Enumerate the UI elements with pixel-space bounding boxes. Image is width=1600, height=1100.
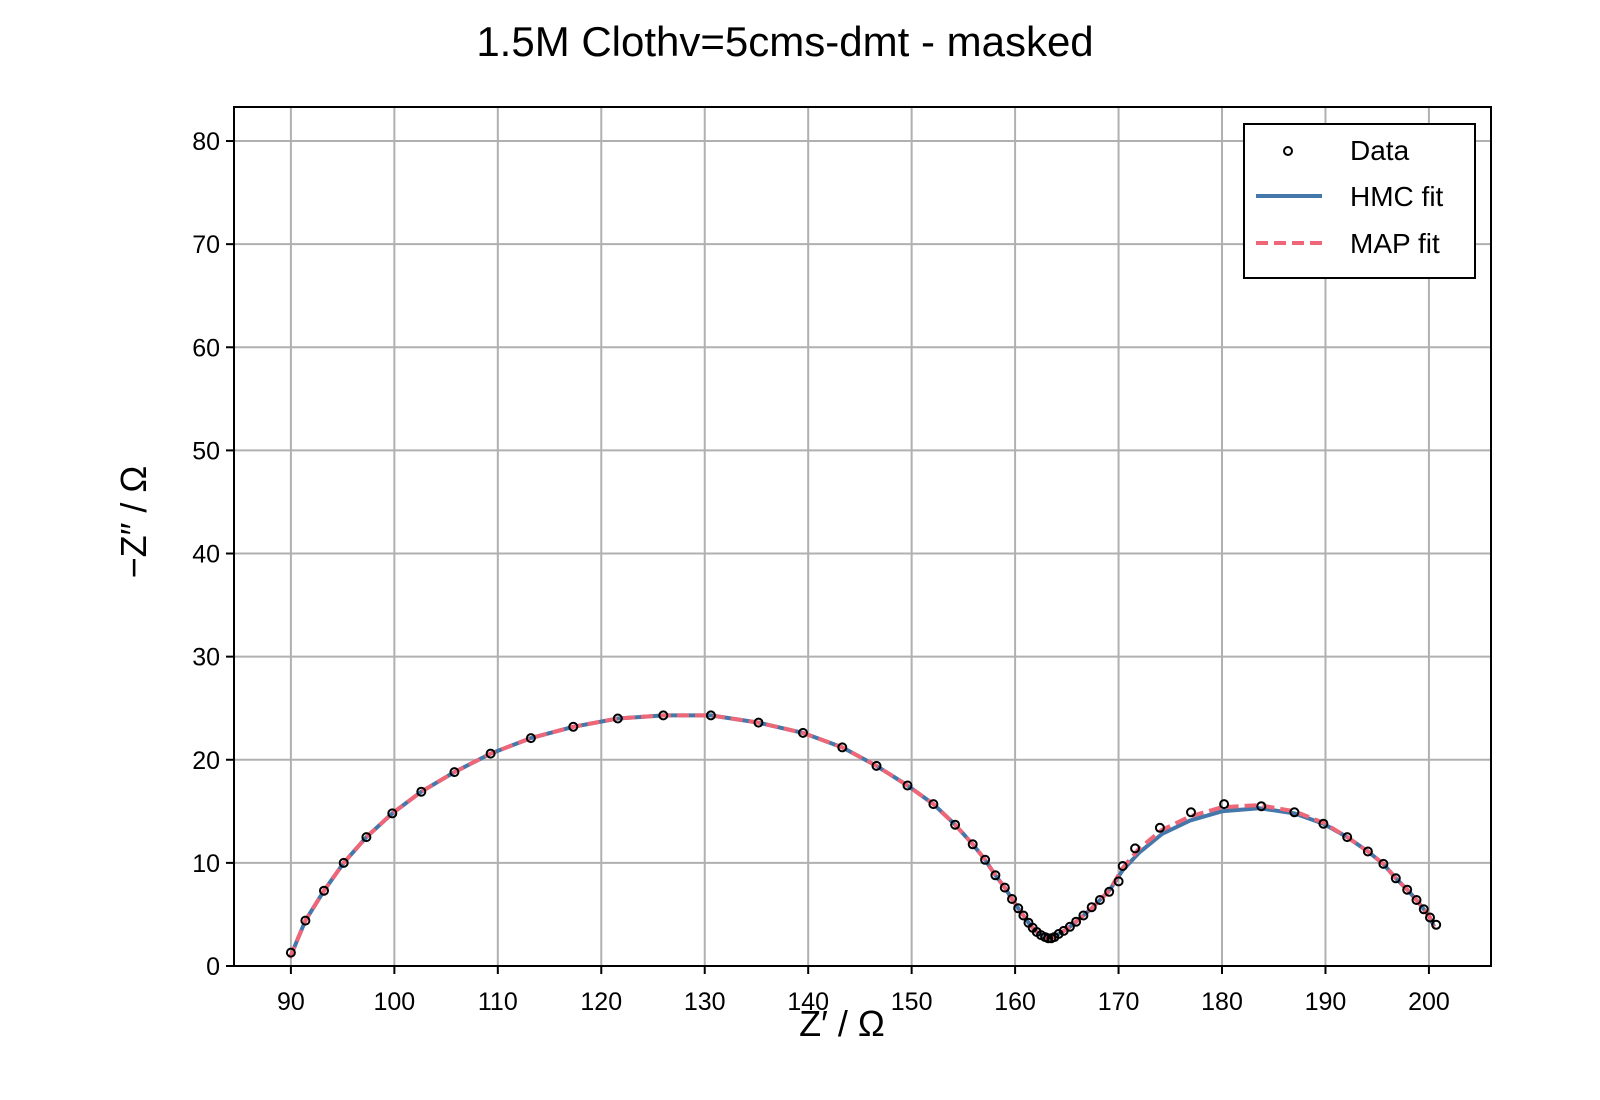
legend-box — [1243, 123, 1476, 279]
data-point — [1431, 919, 1442, 930]
data-point — [285, 947, 296, 958]
map-fit-line — [288, 713, 1436, 959]
data-point — [612, 713, 623, 724]
data-point — [1078, 910, 1089, 921]
y-tick-label: 20 — [192, 747, 220, 775]
data-point — [387, 808, 398, 819]
data-point — [1018, 910, 1029, 921]
data-point — [1219, 799, 1230, 810]
x-tick-label: 170 — [1098, 988, 1140, 1016]
data-point — [300, 915, 311, 926]
data-point — [319, 885, 329, 896]
y-tick-label: 30 — [192, 644, 220, 672]
data-point — [967, 839, 978, 850]
x-tick-label: 130 — [684, 988, 726, 1016]
data-point — [1117, 861, 1128, 871]
data-point — [485, 748, 496, 759]
y-tick-label: 50 — [192, 437, 220, 465]
x-tick-label: 110 — [478, 988, 518, 1016]
legend-label-hmc: HMC fit — [1350, 181, 1444, 212]
x-tick-label: 190 — [1305, 988, 1347, 1016]
x-tick-label: 90 — [277, 988, 305, 1016]
data-point — [1071, 916, 1082, 927]
x-tick-label: 200 — [1408, 988, 1450, 1016]
data-point — [902, 780, 913, 791]
chart-title: 1.5M Clothv=5cms-dmt - masked — [476, 18, 1093, 65]
x-axis-label: Z′ / Ω — [799, 1003, 885, 1044]
data-point — [1390, 873, 1401, 884]
data-point — [1043, 933, 1054, 944]
data-point — [361, 832, 372, 843]
data-point — [338, 857, 349, 868]
data-point — [1362, 846, 1373, 857]
data-point — [1418, 904, 1429, 915]
data-point — [1130, 843, 1141, 854]
data-point — [525, 733, 536, 744]
data-point — [1154, 822, 1165, 833]
data-point — [798, 727, 808, 738]
data-point — [1402, 884, 1413, 895]
data-point — [990, 870, 1001, 881]
data-point — [1256, 801, 1267, 812]
data-point — [1425, 912, 1435, 923]
y-tick-label: 80 — [192, 128, 220, 156]
data-point — [658, 710, 669, 721]
data-point — [999, 882, 1010, 893]
data-point — [753, 717, 764, 728]
legend-label-map: MAP fit — [1350, 228, 1440, 259]
data-point — [980, 854, 991, 865]
data-point — [1186, 807, 1196, 818]
y-tick-label: 60 — [192, 334, 220, 362]
x-tick-label: 100 — [373, 988, 415, 1016]
y-tick-label: 40 — [192, 541, 220, 569]
data-point — [1342, 832, 1353, 843]
data-point — [1104, 886, 1115, 897]
x-tick-label: 180 — [1201, 988, 1243, 1016]
data-point — [1318, 818, 1329, 829]
data-point — [416, 786, 427, 797]
x-tick-label: 140 — [787, 988, 829, 1016]
legend-label-data: Data — [1350, 135, 1410, 166]
data-point — [928, 799, 939, 810]
data-point — [1113, 876, 1124, 887]
plot-frame — [233, 106, 1492, 967]
x-tick-label: 120 — [580, 988, 622, 1016]
axis-ticks: 90 100 110 120 130 140 150 160 170 180 190 200 0 10 20… — [192, 128, 1450, 1016]
x-tick-label: 160 — [994, 988, 1036, 1016]
y-tick-label: 70 — [192, 231, 220, 259]
x-tick-label: 150 — [891, 988, 933, 1016]
data-point — [568, 721, 579, 732]
data-point — [1094, 895, 1105, 905]
data-point — [1064, 921, 1075, 932]
y-axis-label: −Z″ / Ω — [113, 466, 154, 579]
data-point — [1086, 902, 1097, 913]
data-point — [837, 742, 848, 753]
data-point — [1013, 903, 1024, 914]
data-point — [449, 767, 460, 778]
y-tick-label: 0 — [206, 953, 220, 981]
series-layer — [285, 710, 1442, 959]
data-point — [871, 760, 882, 771]
data-point — [1289, 807, 1300, 818]
y-tick-label: 10 — [192, 850, 220, 878]
data-point — [950, 819, 961, 830]
data-point — [1007, 894, 1017, 904]
data-point — [705, 710, 716, 721]
legend-data-marker — [1283, 146, 1293, 156]
legend: Data HMC fit MAP fit — [1243, 123, 1476, 279]
data-point — [1411, 895, 1422, 905]
data-point — [1378, 858, 1389, 869]
